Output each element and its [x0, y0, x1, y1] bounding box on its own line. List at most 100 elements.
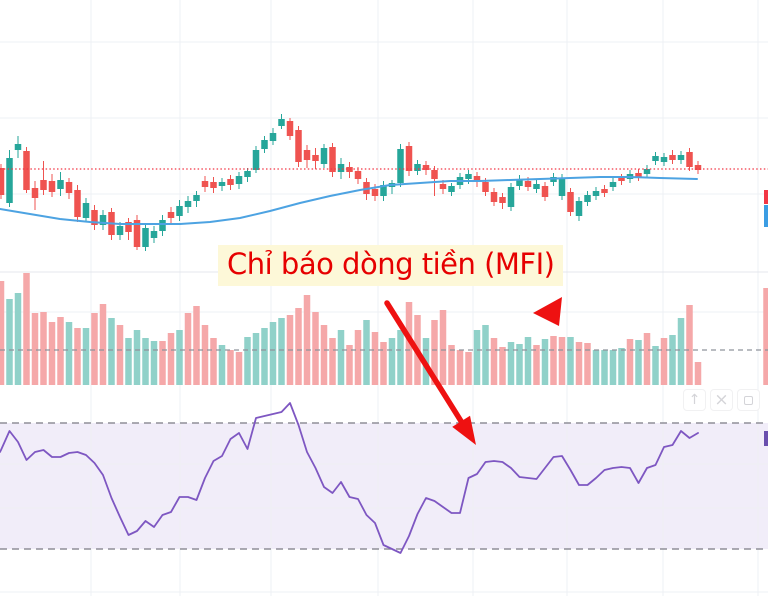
candle-body — [57, 180, 64, 189]
candle-body — [6, 158, 13, 203]
candle-body — [227, 179, 234, 185]
volume-bar — [31, 313, 39, 385]
volume-bar — [201, 325, 209, 385]
pane-move-up-button[interactable]: ↑ — [683, 389, 706, 411]
candle-body — [669, 155, 676, 160]
volume-bar — [99, 304, 107, 385]
volume-bar — [507, 342, 515, 385]
candle-body — [371, 189, 379, 196]
volume-bar — [329, 338, 336, 385]
candle-body — [210, 182, 217, 188]
volume-bar — [618, 348, 625, 385]
candle-body — [567, 192, 574, 212]
candle-body — [354, 171, 362, 179]
candle-body — [575, 201, 583, 216]
pane-close-button[interactable]: × — [710, 389, 733, 411]
volume-bar — [499, 347, 506, 385]
volume-bar — [669, 335, 676, 385]
price-tag — [764, 190, 768, 204]
candle-body — [439, 184, 447, 189]
volume-bar — [652, 346, 659, 385]
volume-bar — [74, 328, 81, 385]
candle-body — [686, 152, 693, 167]
price-pane[interactable] — [0, 0, 768, 272]
candle-body — [269, 133, 277, 141]
volume-bar — [210, 338, 217, 385]
volume-bar — [473, 330, 481, 385]
volume-bar — [660, 338, 668, 385]
maximize-icon — [744, 395, 753, 405]
volume-bar — [567, 337, 574, 385]
candle-body — [422, 165, 430, 170]
volume-bar — [269, 322, 277, 385]
volume-bar — [380, 342, 387, 385]
candle-body — [499, 197, 506, 203]
candle-body — [397, 149, 404, 183]
triangle-left-icon[interactable] — [533, 297, 562, 326]
candle-body — [133, 220, 141, 247]
candle-body — [677, 155, 685, 160]
volume-bar — [57, 317, 64, 385]
candle-body — [312, 155, 319, 161]
candle-body — [150, 231, 158, 238]
volume-bar — [91, 313, 98, 385]
volume-bar — [167, 333, 175, 385]
volume-bar — [125, 338, 132, 385]
volume-bar — [303, 295, 311, 385]
candle-body — [465, 174, 472, 179]
volume-bar — [108, 318, 115, 385]
candle-body — [252, 150, 260, 170]
candle-body — [558, 178, 566, 196]
candle-body — [431, 170, 438, 179]
volume-bar — [252, 333, 260, 385]
candle-body — [337, 164, 345, 172]
volume-bar — [584, 343, 591, 385]
candle-body — [584, 195, 591, 202]
volume-bar — [439, 310, 447, 385]
volume-bar — [150, 341, 158, 385]
arrow-up-icon: ↑ — [688, 392, 701, 408]
volume-bar — [448, 345, 455, 385]
volume-bar — [397, 330, 404, 385]
candle-body — [320, 148, 328, 164]
candle-body — [99, 215, 107, 225]
volume-bar — [312, 312, 319, 385]
volume-bar — [456, 350, 464, 385]
volume-bar — [244, 337, 251, 385]
volume-bar — [184, 313, 192, 385]
annotation-arrow[interactable] — [384, 300, 476, 445]
volume-bar — [388, 338, 396, 385]
arrow-shaft — [384, 300, 464, 425]
volume-bar — [405, 302, 413, 385]
candle-body — [635, 173, 642, 177]
sma-line — [0, 176, 698, 225]
candle-body — [482, 182, 489, 192]
candle-body — [244, 171, 251, 177]
pane-maximize-button[interactable] — [737, 389, 760, 411]
mfi-line — [0, 402, 699, 554]
volume-bar — [261, 328, 268, 385]
volume-bar — [516, 344, 523, 385]
candle-body — [507, 187, 515, 207]
volume-bar — [278, 318, 285, 385]
volume-bar — [694, 362, 702, 385]
annotation-label[interactable]: Chỉ báo dòng tiền (MFI) — [218, 245, 564, 287]
volume-bar — [363, 320, 370, 385]
volume-bar — [337, 330, 345, 385]
annotation-text: Chỉ báo dòng tiền (MFI) — [227, 247, 555, 281]
volume-bar — [235, 352, 243, 385]
candle-body — [592, 191, 600, 196]
candle-body — [516, 179, 523, 186]
candle-body — [167, 212, 175, 218]
volume-bar — [686, 305, 693, 385]
volume-bar — [320, 325, 328, 385]
volume-bar — [142, 338, 149, 385]
volume-bar — [23, 273, 30, 385]
volume-bar — [635, 340, 642, 385]
volume-bar — [193, 306, 200, 385]
volume-bar — [601, 350, 608, 385]
arrow-head-icon — [452, 415, 476, 445]
volume-bar — [541, 339, 549, 385]
